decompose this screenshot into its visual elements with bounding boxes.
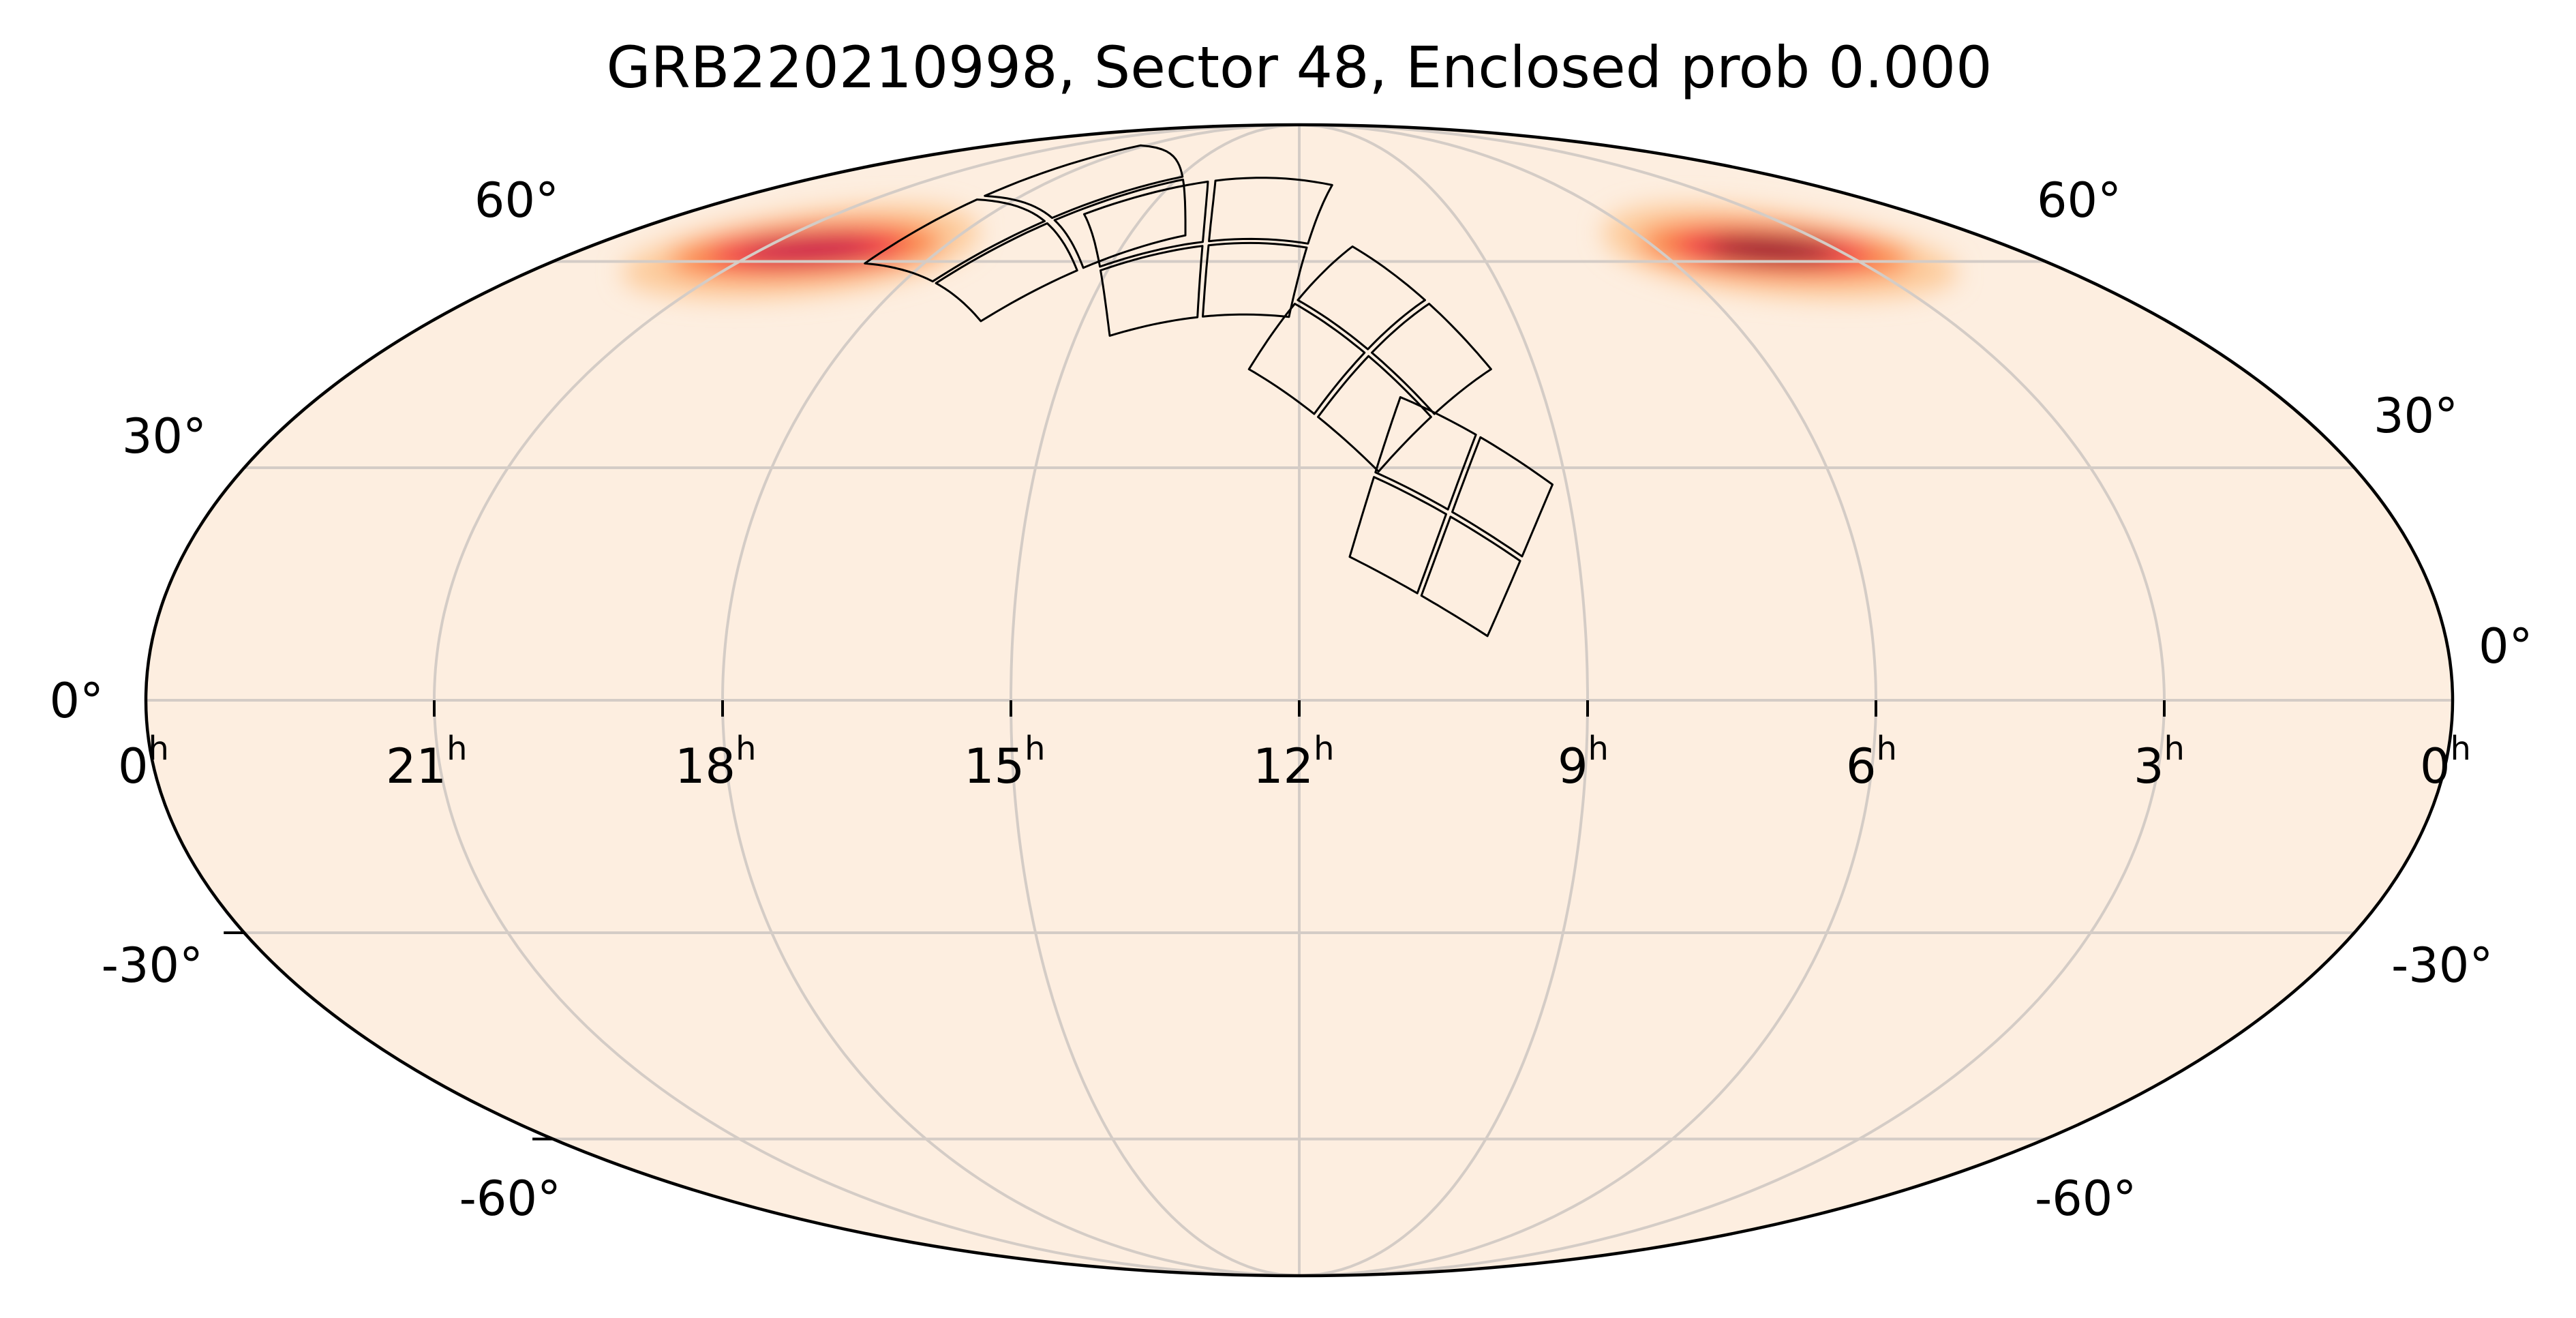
dec-label-60-right: 60°: [2037, 173, 2121, 228]
ccd-4-4: [864, 198, 1046, 283]
ra-label-0h-right: 0h: [2420, 730, 2471, 794]
dec-label-m60-left: -60°: [459, 1171, 561, 1227]
graticule-grid: [146, 125, 2453, 1276]
camera-1: [1348, 396, 1554, 638]
ra-tick-marks: [433, 700, 2166, 717]
dec-label-0-left: 0°: [49, 673, 104, 729]
ra-labels: 0h 21h 18h 15h 12h 9h 6h 3h 0h: [118, 730, 2471, 794]
heat-layer: [742, 239, 875, 260]
dec-tick-marks: [224, 931, 554, 1141]
ccd-4-1: [1053, 178, 1187, 269]
chart-title: GRB220210998, Sector 48, Enclosed prob 0…: [606, 34, 1992, 101]
ccd-2-3: [1247, 303, 1366, 415]
ra-label-12h: 12h: [1253, 730, 1335, 794]
dec-label-m60-right: -60°: [2035, 1171, 2136, 1227]
ccd-3-3: [1082, 180, 1209, 268]
dec-label-m30-right: -30°: [2391, 938, 2493, 993]
ra-label-9h: 9h: [1558, 730, 1609, 794]
dec-label-m30-left: -30°: [102, 938, 203, 993]
dec-labels-right: 60° 30° 0° -30° -60°: [2035, 173, 2533, 1227]
ra-label-0h-left: 0h: [118, 730, 169, 794]
ccd-4-2: [935, 222, 1078, 323]
ra-label-3h: 3h: [2134, 730, 2185, 794]
tess-footprint: [864, 144, 1554, 638]
heat-layer: [1706, 239, 1838, 260]
ccd-2-2: [1371, 303, 1492, 415]
ra-label-18h: 18h: [675, 730, 757, 794]
hotspot-northeast-arc: [1603, 204, 1958, 299]
ccd-4-3: [984, 144, 1184, 220]
map-boundary: [144, 123, 2455, 1278]
ccd-1-4: [1420, 515, 1521, 638]
ra-label-15h: 15h: [964, 730, 1046, 794]
camera-2: [1247, 245, 1492, 473]
ccd-1-1: [1374, 396, 1477, 511]
dec-label-0-right: 0°: [2479, 618, 2533, 674]
camera-3: [1082, 177, 1333, 337]
ccd-3-4: [1100, 245, 1204, 337]
ra-label-6h: 6h: [1846, 730, 1897, 794]
ccd-1-2: [1451, 436, 1554, 558]
ra-label-21h: 21h: [386, 730, 468, 794]
dec-label-30-left: 30°: [122, 408, 207, 464]
ccd-1-3: [1348, 476, 1447, 595]
dec-label-30-right: 30°: [2374, 388, 2458, 444]
ccd-3-1: [1208, 177, 1333, 245]
dec-labels-left: 60° 30° 0° -30° -60°: [49, 173, 561, 1227]
dec-label-60-left: 60°: [474, 173, 559, 228]
map-area: [146, 125, 2453, 1276]
ccd-2-4: [1317, 355, 1432, 473]
ccd-3-2: [1202, 241, 1308, 318]
camera-4: [864, 144, 1187, 323]
ccd-2-1: [1297, 245, 1426, 350]
